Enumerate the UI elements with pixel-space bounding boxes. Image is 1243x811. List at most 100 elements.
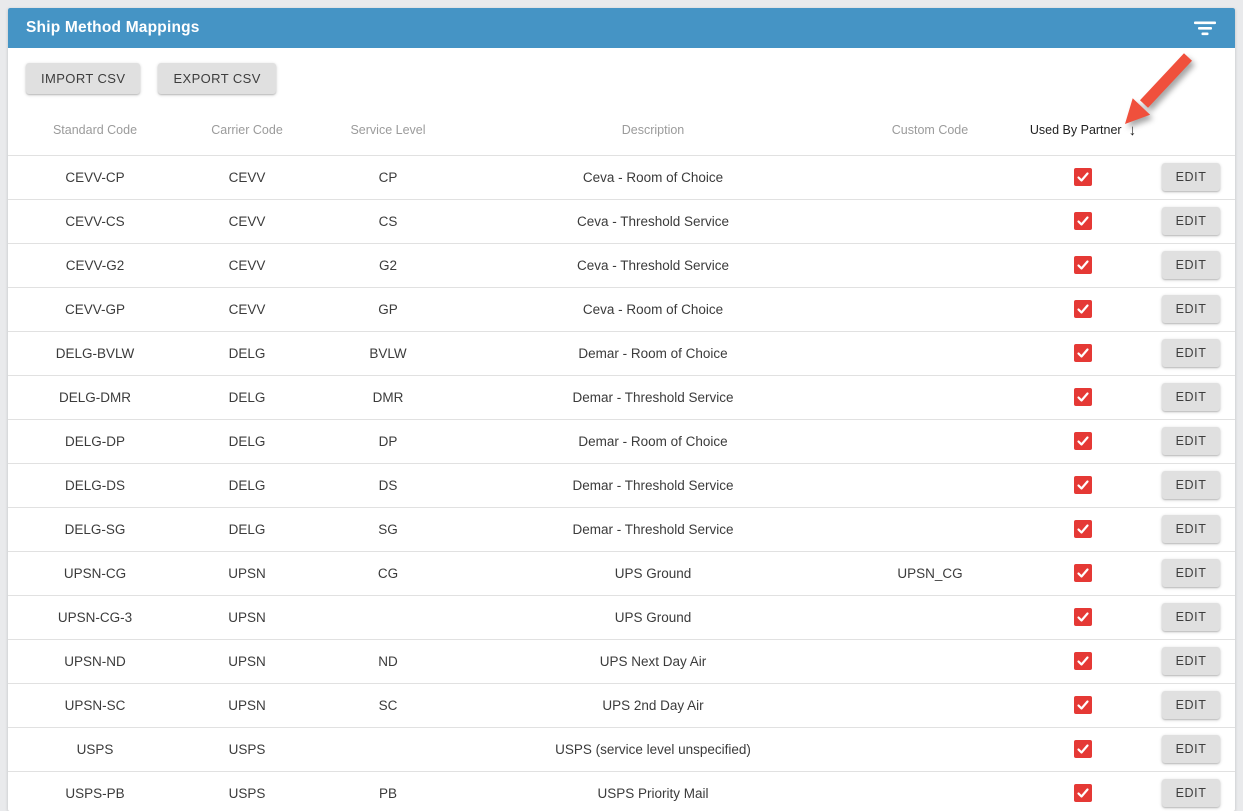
card-header: Ship Method Mappings [8, 8, 1235, 48]
service-level-cell: PB [312, 770, 464, 811]
table-row: DELG-DP DELG DP Demar - Room of Choice E… [8, 418, 1235, 463]
used-by-partner-checkbox[interactable] [1074, 608, 1092, 626]
standard-code-cell: UPSN-CG-3 [8, 594, 182, 639]
service-level-cell [312, 594, 464, 639]
used-by-partner-checkbox[interactable] [1074, 476, 1092, 494]
edit-button[interactable]: EDIT [1162, 295, 1220, 323]
standard-code-cell: CEVV-G2 [8, 242, 182, 287]
edit-button[interactable]: EDIT [1162, 207, 1220, 235]
edit-button[interactable]: EDIT [1162, 251, 1220, 279]
export-csv-button[interactable]: EXPORT CSV [158, 63, 276, 94]
column-header-carrier-code[interactable]: Carrier Code [211, 123, 283, 138]
used-by-partner-checkbox[interactable] [1074, 344, 1092, 362]
custom-code-cell [842, 594, 1018, 639]
standard-code-cell: DELG-BVLW [8, 330, 182, 375]
custom-code-cell [842, 374, 1018, 419]
service-level-cell: CS [312, 198, 464, 243]
edit-button[interactable]: EDIT [1162, 603, 1220, 631]
carrier-code-cell: DELG [182, 462, 312, 507]
description-cell: Demar - Threshold Service [464, 374, 842, 419]
edit-button[interactable]: EDIT [1162, 647, 1220, 675]
description-cell: UPS 2nd Day Air [464, 682, 842, 727]
used-by-partner-checkbox[interactable] [1074, 784, 1092, 802]
used-by-partner-checkbox[interactable] [1074, 256, 1092, 274]
table-row: CEVV-CP CEVV CP Ceva - Room of Choice ED… [8, 154, 1235, 199]
used-by-partner-checkbox[interactable] [1074, 696, 1092, 714]
column-header-used-by-partner-label: Used By Partner [1029, 123, 1122, 138]
edit-button[interactable]: EDIT [1162, 471, 1220, 499]
table-row: DELG-DMR DELG DMR Demar - Threshold Serv… [8, 374, 1235, 419]
column-header-used-by-partner[interactable]: Used By Partner ↓ [1018, 106, 1148, 155]
used-by-partner-checkbox[interactable] [1074, 212, 1092, 230]
column-header-custom-code[interactable]: Custom Code [891, 123, 969, 138]
used-by-partner-checkbox[interactable] [1074, 652, 1092, 670]
custom-code-cell [842, 682, 1018, 727]
edit-button[interactable]: EDIT [1162, 427, 1220, 455]
filter-icon[interactable] [1191, 14, 1219, 42]
service-level-cell: BVLW [312, 330, 464, 375]
carrier-code-cell: CEVV [182, 242, 312, 287]
edit-button[interactable]: EDIT [1162, 691, 1220, 719]
carrier-code-cell: CEVV [182, 198, 312, 243]
standard-code-cell: USPS-PB [8, 770, 182, 811]
description-cell: Demar - Room of Choice [464, 418, 842, 463]
used-by-partner-checkbox[interactable] [1074, 432, 1092, 450]
edit-button[interactable]: EDIT [1162, 515, 1220, 543]
page-title: Ship Method Mappings [26, 19, 200, 36]
edit-button[interactable]: EDIT [1162, 559, 1220, 587]
used-by-partner-checkbox[interactable] [1074, 520, 1092, 538]
used-by-partner-checkbox[interactable] [1074, 388, 1092, 406]
service-level-cell: G2 [312, 242, 464, 287]
carrier-code-cell: UPSN [182, 594, 312, 639]
description-cell: UPS Next Day Air [464, 638, 842, 683]
service-level-cell: CG [312, 550, 464, 595]
column-header-standard-code[interactable]: Standard Code [52, 123, 138, 138]
table-row: UPSN-ND UPSN ND UPS Next Day Air EDIT [8, 638, 1235, 683]
carrier-code-cell: UPSN [182, 638, 312, 683]
used-by-partner-checkbox[interactable] [1074, 740, 1092, 758]
table-body: CEVV-CP CEVV CP Ceva - Room of Choice ED… [8, 154, 1235, 811]
standard-code-cell: UPSN-SC [8, 682, 182, 727]
table-row: UPSN-SC UPSN SC UPS 2nd Day Air EDIT [8, 682, 1235, 727]
custom-code-cell [842, 770, 1018, 811]
carrier-code-cell: DELG [182, 374, 312, 419]
used-by-partner-checkbox[interactable] [1074, 300, 1092, 318]
service-level-cell: DP [312, 418, 464, 463]
ship-method-mappings-card: Ship Method Mappings IMPORT CSV EXPORT C… [8, 8, 1235, 811]
custom-code-cell [842, 330, 1018, 375]
table-row: USPS-PB USPS PB USPS Priority Mail EDIT [8, 770, 1235, 811]
edit-button[interactable]: EDIT [1162, 339, 1220, 367]
description-cell: Demar - Threshold Service [464, 506, 842, 551]
edit-button[interactable]: EDIT [1162, 163, 1220, 191]
standard-code-cell: DELG-DS [8, 462, 182, 507]
custom-code-cell: UPSN_CG [842, 550, 1018, 595]
carrier-code-cell: USPS [182, 726, 312, 771]
standard-code-cell: UPSN-ND [8, 638, 182, 683]
column-header-description[interactable]: Description [621, 123, 685, 138]
service-level-cell: ND [312, 638, 464, 683]
service-level-cell: DS [312, 462, 464, 507]
custom-code-cell [842, 638, 1018, 683]
sort-descending-icon[interactable]: ↓ [1128, 121, 1137, 139]
table-row: CEVV-G2 CEVV G2 Ceva - Threshold Service… [8, 242, 1235, 287]
carrier-code-cell: DELG [182, 330, 312, 375]
column-header-service-level[interactable]: Service Level [350, 123, 426, 138]
custom-code-cell [842, 242, 1018, 287]
table-row: USPS USPS USPS (service level unspecifie… [8, 726, 1235, 771]
edit-button[interactable]: EDIT [1162, 383, 1220, 411]
table-row: UPSN-CG-3 UPSN UPS Ground EDIT [8, 594, 1235, 639]
description-cell: USPS (service level unspecified) [464, 726, 842, 771]
carrier-code-cell: UPSN [182, 682, 312, 727]
standard-code-cell: CEVV-GP [8, 286, 182, 331]
table-row: CEVV-GP CEVV GP Ceva - Room of Choice ED… [8, 286, 1235, 331]
used-by-partner-checkbox[interactable] [1074, 564, 1092, 582]
edit-button[interactable]: EDIT [1162, 735, 1220, 763]
custom-code-cell [842, 462, 1018, 507]
custom-code-cell [842, 506, 1018, 551]
import-csv-button[interactable]: IMPORT CSV [26, 63, 141, 94]
carrier-code-cell: CEVV [182, 286, 312, 331]
standard-code-cell: CEVV-CS [8, 198, 182, 243]
edit-button[interactable]: EDIT [1162, 779, 1220, 807]
used-by-partner-checkbox[interactable] [1074, 168, 1092, 186]
description-cell: Demar - Room of Choice [464, 330, 842, 375]
